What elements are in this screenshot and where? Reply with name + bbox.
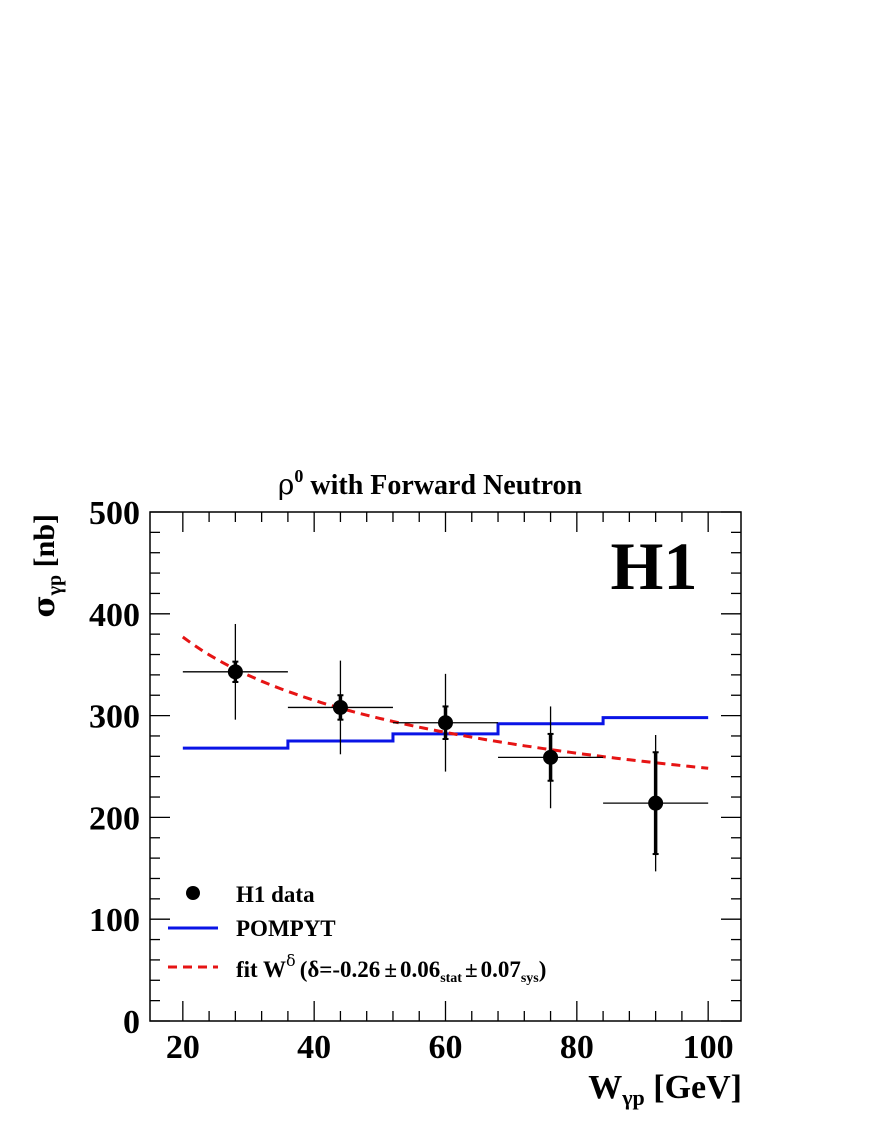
y-tick-label: 500 [89, 495, 140, 532]
legend-fit-pm1: ± [384, 957, 397, 982]
x-tick-label: 100 [683, 1029, 734, 1066]
y-axis-label-sub: γp [44, 575, 66, 596]
title-rho: ρ [278, 468, 294, 501]
title-text: with Forward Neutron [303, 470, 582, 501]
legend-fit-prefix: fit W [236, 957, 286, 982]
x-tick-label: 40 [297, 1029, 331, 1066]
data-marker [332, 699, 348, 715]
legend-fit-close: ) [539, 957, 547, 982]
legend-fit-stat: 0.06 [400, 957, 440, 982]
legend-label-fit: fit Wδ (δ=-0.26 ±0.06stat ±0.07sys) [236, 951, 546, 986]
data-point [287, 660, 393, 755]
fit-line [181, 635, 709, 770]
legend-fit-sys: 0.07 [481, 957, 521, 982]
y-tick-label: 0 [123, 1004, 140, 1041]
legend-fit-open: (δ=-0.26 [300, 957, 381, 982]
legend-label-data: H1 data [236, 882, 315, 907]
legend-fit-pm2: ± [465, 957, 478, 982]
chart-title: ρ0 with Forward Neutron [278, 466, 583, 501]
data-point [498, 706, 604, 809]
data-marker [543, 749, 559, 765]
x-axis-label-main: W [588, 1069, 622, 1106]
legend-fit-sys-sub: sys [521, 971, 539, 986]
legend-fit-stat-sub: stat [440, 971, 462, 986]
h1-data-points [182, 623, 709, 872]
x-tick-label: 80 [560, 1029, 594, 1066]
data-marker [227, 664, 243, 680]
y-tick-label: 400 [89, 597, 140, 634]
data-marker [438, 715, 453, 731]
x-tick-label: 20 [166, 1029, 200, 1066]
x-tick-label: 60 [429, 1029, 463, 1066]
data-marker [648, 795, 664, 811]
x-axis-label-unit: [GeV] [645, 1069, 742, 1106]
data-point [392, 673, 499, 772]
fit-curve [181, 635, 709, 770]
y-tick-label: 200 [89, 800, 140, 837]
y-tick-label: 300 [89, 699, 140, 736]
y-axis-label-main: σ [27, 595, 62, 617]
legend-fit-sup: δ [286, 951, 296, 970]
x-axis-label: Wγp [GeV] [588, 1069, 742, 1110]
experiment-label: H1 [611, 528, 698, 604]
y-axis-label: σγp [nb] [27, 514, 66, 617]
legend-marker-data [186, 886, 200, 900]
data-point [603, 734, 709, 872]
title-superscript: 0 [294, 466, 303, 486]
x-axis-label-sub: γp [621, 1085, 645, 1110]
x-tick-labels: 20 40 60 80 100 [166, 1029, 734, 1066]
y-tick-label: 100 [89, 902, 140, 939]
axis-ticks [150, 511, 741, 1022]
y-tick-labels: 0 100 200 300 400 500 [89, 495, 140, 1041]
legend: H1 data POMPYT fit Wδ (δ=-0.26 ±0.06stat ±0… [168, 882, 546, 986]
legend-label-pompyt: POMPYT [236, 916, 336, 941]
y-axis-label-unit: [nb] [28, 514, 61, 575]
data-point [182, 623, 288, 720]
